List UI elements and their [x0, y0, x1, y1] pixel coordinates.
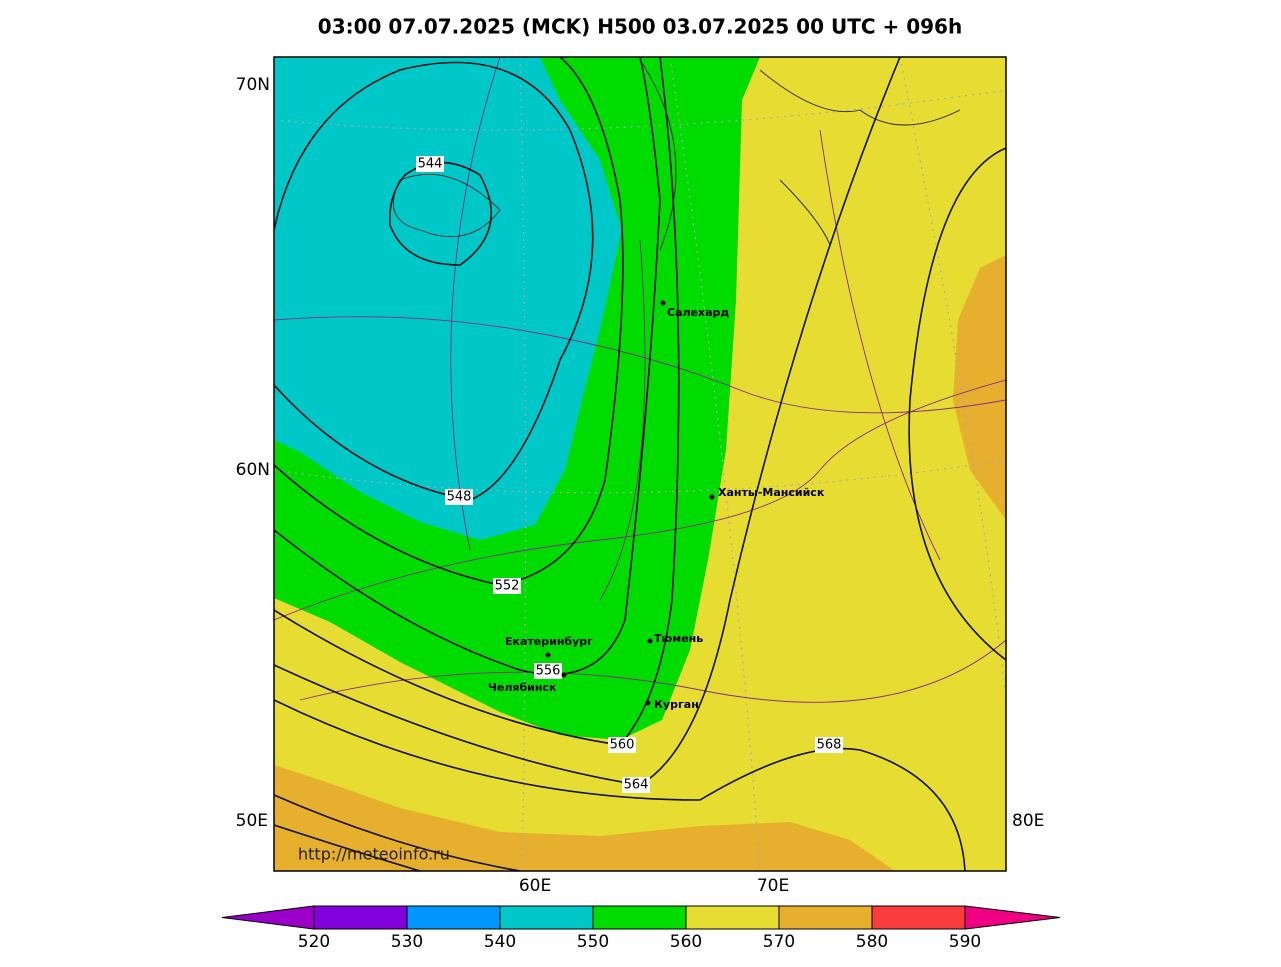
credit: http://meteoinfo.ru	[298, 845, 450, 864]
colorbar-label: 590	[949, 932, 981, 952]
colorbar-label: 550	[577, 932, 609, 952]
label-bg	[622, 777, 650, 793]
colorbar-label: 560	[670, 932, 702, 952]
contour-label: 568	[817, 738, 842, 753]
contour	[274, 57, 624, 586]
colorbar-segment	[778, 905, 873, 930]
contour	[274, 57, 661, 676]
contour	[388, 161, 493, 266]
colorbar-label: 530	[391, 932, 423, 952]
lat-label: 70N	[236, 75, 270, 95]
grid	[274, 57, 1006, 871]
contour	[274, 794, 521, 871]
lat-label: 60N	[236, 460, 270, 480]
borders	[274, 57, 1006, 703]
colorbar-segment	[499, 905, 594, 930]
contour	[274, 61, 594, 501]
colorbar-arrow	[964, 905, 1061, 930]
contour-label: 552	[495, 579, 520, 594]
city: Челябинск	[488, 681, 557, 694]
lon-label: 70E	[757, 876, 789, 896]
lon-label: 80E	[1012, 811, 1044, 831]
lon-label: 50E	[236, 811, 268, 831]
contour-label: 548	[447, 490, 472, 505]
colorbar-segment	[406, 905, 501, 930]
colorbar-segment	[685, 905, 780, 930]
colorbar-segment	[871, 905, 966, 930]
contour	[274, 57, 901, 786]
label-bg	[534, 663, 562, 679]
cities: Салехард Ханты-Мансийск Екатеринбург Тюм…	[488, 300, 825, 711]
city: Ханты-Мансийск	[718, 486, 825, 499]
label-bg	[416, 156, 444, 172]
fill-580	[274, 765, 895, 871]
contour-label: 564	[624, 778, 649, 793]
colorbar-label: 570	[763, 932, 795, 952]
fill-550	[274, 57, 622, 540]
colorbar-segment	[592, 905, 687, 930]
city: Тюмень	[654, 632, 703, 645]
colorbar-arrow	[221, 905, 315, 930]
contour-labels: 544 548 552 556 560 564 568	[416, 156, 843, 793]
colorbar-label: 580	[856, 932, 888, 952]
colorbar: 520 530 540 550 560 570 580 590	[221, 905, 1061, 952]
contour-label: 560	[610, 738, 635, 753]
title: 03:00 07.07.2025 (MCK) H500 03.07.2025 0…	[318, 15, 962, 39]
contour-label: 556	[536, 664, 561, 679]
city: Курган	[654, 698, 699, 711]
lon-label: 60E	[519, 876, 551, 896]
colorbar-label: 540	[484, 932, 516, 952]
city: Салехард	[667, 306, 729, 319]
colorbar-segment	[313, 905, 408, 930]
label-bg	[608, 737, 636, 753]
label-bg	[493, 578, 521, 594]
contour	[274, 57, 680, 746]
contour-label: 544	[418, 157, 443, 172]
colorbar-label: 520	[298, 932, 330, 952]
map	[274, 57, 1006, 871]
label-bg	[445, 489, 473, 505]
city: Екатеринбург	[505, 635, 593, 648]
contour	[274, 147, 1006, 871]
coastline	[392, 59, 961, 251]
label-bg	[815, 737, 843, 753]
map-frame	[273, 56, 1007, 872]
